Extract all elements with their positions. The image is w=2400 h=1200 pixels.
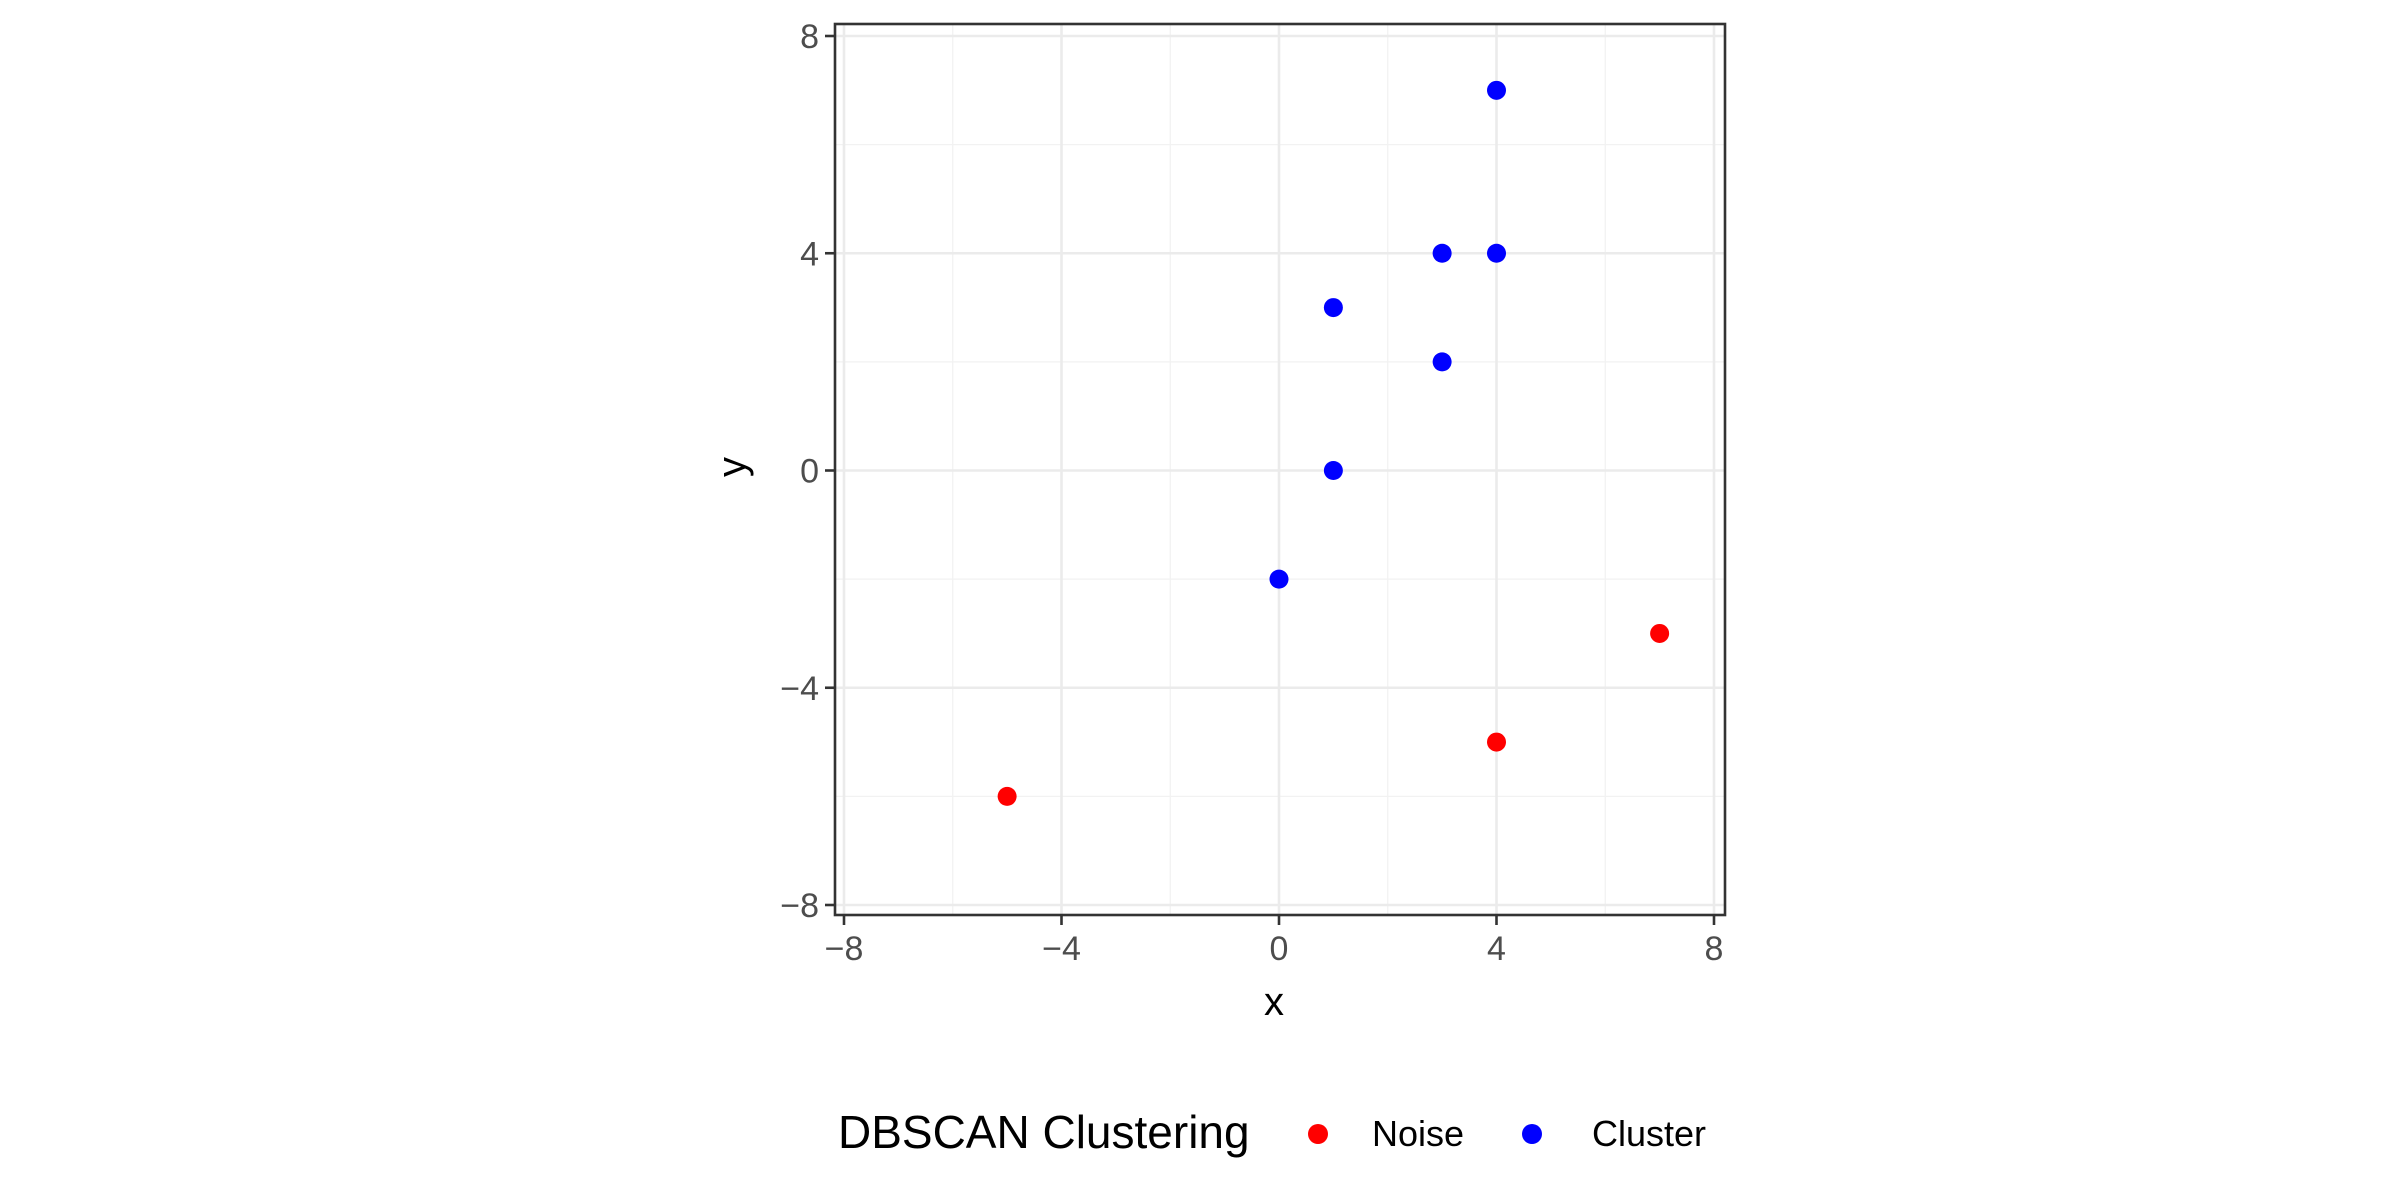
x-axis-title: x (1264, 980, 1284, 1024)
y-axis-title: y (710, 457, 754, 477)
legend-title: DBSCAN Clustering (838, 1106, 1250, 1158)
point-cluster (1487, 80, 1506, 100)
legend-key-cluster (1522, 1124, 1542, 1144)
point-noise (1650, 623, 1670, 643)
y-axis-ticks: −8 −4 0 4 8 (780, 18, 835, 925)
x-axis-ticks: −8 −4 0 4 8 (825, 915, 1724, 968)
legend-key-noise (1308, 1124, 1328, 1144)
point-noise (997, 786, 1017, 806)
point-noise (1487, 732, 1506, 752)
x-tick-label: 8 (1705, 930, 1724, 968)
point-cluster (1432, 352, 1452, 372)
y-tick-label: −4 (780, 670, 819, 708)
major-gridlines (835, 24, 1725, 915)
x-tick-label: 0 (1270, 930, 1289, 968)
legend-label-cluster: Cluster (1592, 1113, 1706, 1154)
point-cluster (1323, 298, 1343, 318)
x-tick-label: −8 (825, 930, 864, 968)
point-cluster (1487, 243, 1506, 263)
legend: DBSCAN Clustering Noise Cluster (838, 1106, 1706, 1158)
y-tick-label: 0 (800, 453, 819, 491)
x-tick-label: −4 (1042, 930, 1081, 968)
y-tick-label: 4 (800, 235, 819, 273)
x-tick-label: 4 (1487, 930, 1506, 968)
y-tick-label: 8 (800, 18, 819, 56)
legend-label-noise: Noise (1372, 1113, 1464, 1154)
point-cluster (1432, 243, 1452, 263)
y-tick-label: −8 (780, 887, 819, 925)
data-points (997, 80, 1670, 806)
point-cluster (1269, 569, 1289, 589)
point-cluster (1323, 461, 1343, 480)
